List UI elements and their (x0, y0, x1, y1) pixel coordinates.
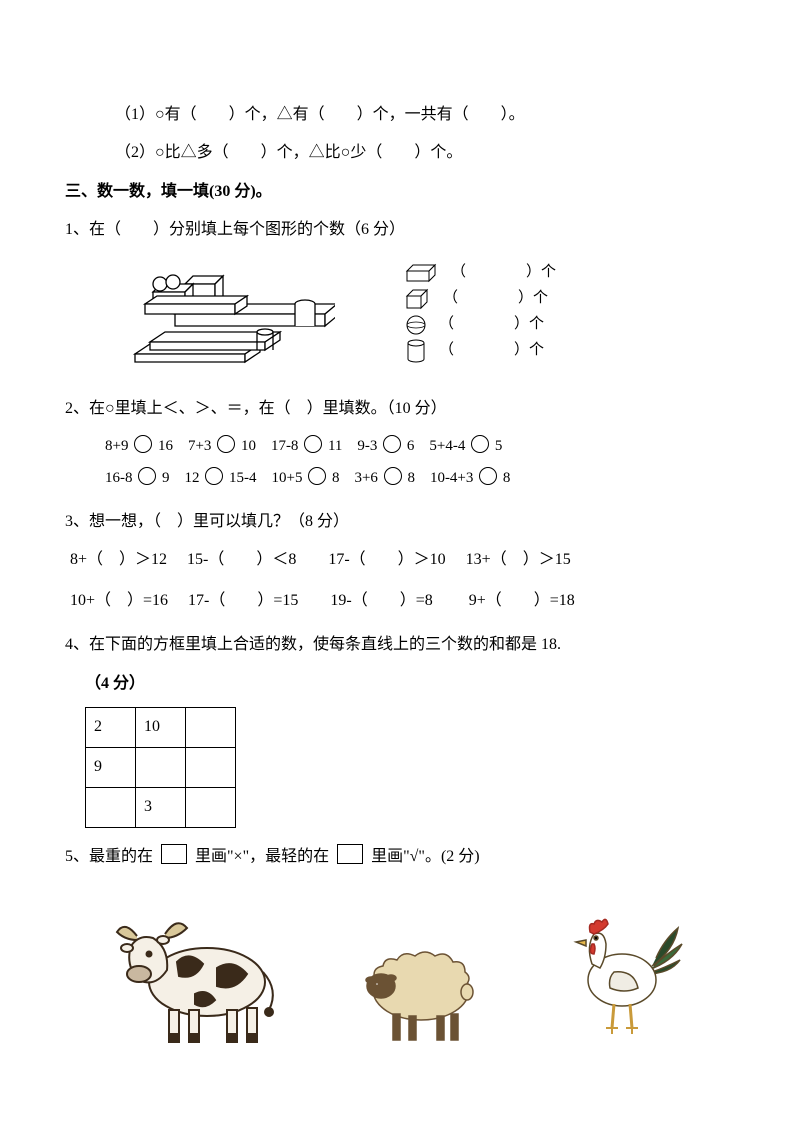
blocks-figure (115, 254, 335, 374)
shape-label: （ ）个 (443, 284, 548, 313)
q1-text: 1、在（ ）分别填上每个图形的个数（6 分） (65, 215, 728, 245)
q4-grid: 210 9 3 (85, 707, 236, 828)
grid-cell: 3 (136, 787, 186, 827)
rooster-icon (556, 910, 686, 1050)
sheep-icon (351, 930, 491, 1050)
grid-cell: 2 (86, 707, 136, 747)
q3-row1: 8+（ ）＞12 15-（ ）＜8 17-（ ）＞10 13+（ ）＞15 (65, 545, 728, 575)
checkbox-light (337, 844, 363, 864)
q5-text: 5、最重的在 里画"×"，最轻的在 里画"√"。(2 分) (65, 842, 728, 872)
q2-text: 2、在○里填上＜、＞、＝，在（ ）里填数。（10 分） (65, 394, 728, 424)
q2-row2: 16-8 9 12 15-4 10+5 8 3+6 8 10-4+3 8 (65, 464, 728, 493)
grid-cell (186, 747, 236, 787)
q3-text: 3、想一想，（ ）里可以填几？（8 分） (65, 507, 728, 537)
grid-cell: 9 (86, 747, 136, 787)
q2-row1: 8+9 16 7+3 10 17-8 11 9-3 6 5+4-4 5 (65, 432, 728, 461)
grid-cell (86, 787, 136, 827)
cylinder-icon (405, 338, 427, 364)
grid-cell: 10 (136, 707, 186, 747)
animals-row (65, 880, 728, 1050)
grid-cell (186, 707, 236, 747)
q1-figure-row: （ ）个 （ ）个 （ ）个 （ ）个 (65, 254, 728, 374)
shape-label: （ ）个 (439, 336, 544, 365)
sphere-icon (405, 314, 427, 336)
q3-row2: 10+（ ）=16 17-（ ）=15 19-（ ）=8 9+（ ）=18 (65, 586, 728, 616)
checkbox-heavy (161, 844, 187, 864)
q4-text: 4、在下面的方框里填上合适的数，使每条直线上的三个数的和都是 18. (65, 630, 728, 660)
shape-label: （ ）个 (451, 258, 556, 287)
question-line-1: （1）○有（ ）个，△有（ ）个，一共有（ ）。 (65, 100, 728, 130)
cow-icon (107, 910, 287, 1050)
section-3-title: 三、数一数，填一填(30 分)。 (65, 177, 728, 207)
shape-count-list: （ ）个 （ ）个 （ ）个 （ ）个 (405, 260, 556, 364)
cube-icon (405, 288, 431, 310)
q4-points: （4 分） (65, 669, 728, 699)
cuboid-icon (405, 263, 439, 283)
shape-label: （ ）个 (439, 310, 544, 339)
grid-cell (136, 747, 186, 787)
question-line-2: （2）○比△多（ ）个，△比○少（ ）个。 (65, 138, 728, 168)
grid-cell (186, 787, 236, 827)
